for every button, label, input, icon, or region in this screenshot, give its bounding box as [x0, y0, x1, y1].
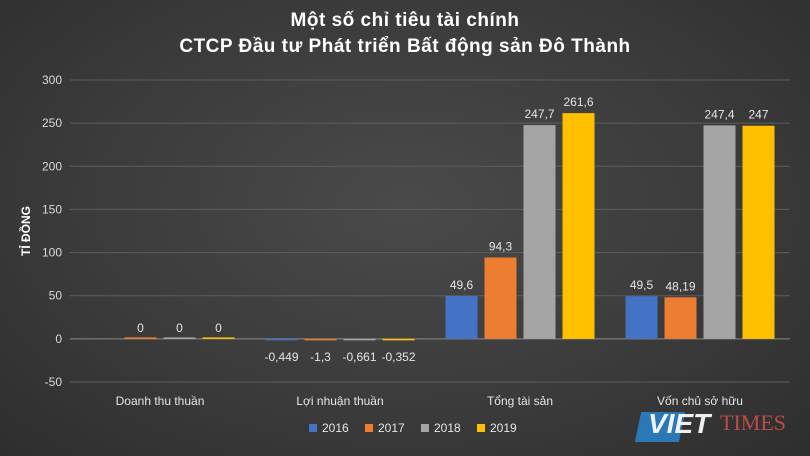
bar-2017: [304, 338, 337, 341]
legend-swatch-2018: [421, 424, 429, 432]
data-label: 49,5: [630, 278, 654, 292]
data-label: -1,3: [310, 350, 331, 364]
data-label: 94,3: [489, 239, 513, 253]
bar-2019: [562, 113, 595, 339]
y-tick-label: 50: [49, 289, 63, 303]
bar-2018: [523, 125, 556, 339]
y-axis-label: TỈ ĐỒNG: [18, 206, 33, 256]
data-label: 247: [748, 108, 768, 122]
data-label: -0,449: [264, 350, 298, 364]
x-tick-label: Vốn chủ sở hữu: [657, 394, 743, 408]
legend-swatch-2019: [477, 424, 485, 432]
data-label: 48,19: [665, 279, 695, 293]
bar-2018: [163, 337, 196, 339]
chart-title: Một số chỉ tiêu tài chính: [290, 10, 520, 31]
data-label: 49,6: [450, 278, 474, 292]
legend-swatch-2017: [365, 424, 373, 432]
bar-2018: [343, 338, 376, 341]
data-label: 261,6: [563, 95, 593, 109]
y-tick-label: -50: [45, 375, 63, 389]
bar-2018: [703, 125, 736, 339]
bar-2019: [202, 337, 235, 339]
data-label: 0: [137, 321, 144, 335]
data-label: 0: [176, 321, 183, 335]
bar-2017: [124, 337, 157, 339]
legend-label-2019: 2019: [490, 421, 517, 435]
y-tick-label: 150: [42, 202, 62, 216]
chart-subtitle: CTCP Đầu tư Phát triển Bất động sản Đô T…: [179, 36, 631, 57]
bar-2016: [625, 296, 658, 339]
bar-2016: [445, 296, 478, 339]
y-tick-label: 0: [55, 332, 62, 346]
y-tick-label: 300: [42, 73, 62, 87]
data-label: 247,4: [704, 107, 734, 121]
x-tick-label: Doanh thu thuần: [116, 394, 205, 408]
legend-label-2017: 2017: [378, 421, 405, 435]
data-label: -0,352: [381, 350, 415, 364]
legend-swatch-2016: [309, 424, 317, 432]
data-label: -0,661: [342, 350, 376, 364]
data-label: 247,7: [524, 107, 554, 121]
bar-2017: [484, 257, 517, 339]
y-tick-label: 200: [42, 159, 62, 173]
data-label: 0: [215, 321, 222, 335]
bar-2019: [742, 125, 775, 339]
watermark-logo-secondary: TIMES: [720, 410, 786, 435]
y-tick-label: 100: [42, 246, 62, 260]
legend-label-2016: 2016: [322, 421, 349, 435]
bar-2019: [382, 338, 415, 341]
bar-2017: [664, 297, 697, 339]
watermark-logo: VIET: [648, 408, 711, 439]
y-tick-label: 250: [42, 116, 62, 130]
x-tick-label: Tổng tài sản: [487, 394, 553, 408]
bar-2016: [265, 338, 298, 341]
legend-label-2018: 2018: [434, 421, 461, 435]
x-tick-label: Lợi nhuận thuần: [296, 394, 383, 408]
